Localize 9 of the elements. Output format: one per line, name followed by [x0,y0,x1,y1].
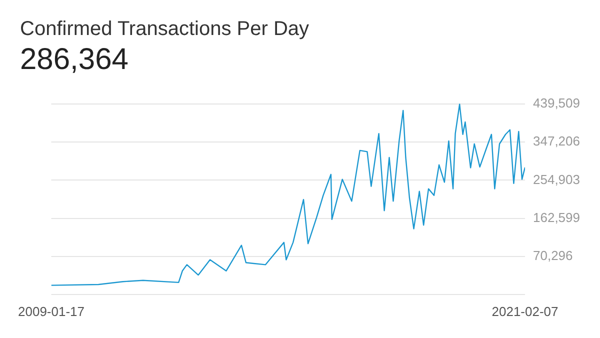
chart-subtitle: 286,364 [20,43,130,77]
chart-title: Confirmed Transactions Per Day [20,17,310,41]
y-tick-label: 254,903 [533,172,580,187]
x-tick-label: 2021-02-07 [492,304,558,319]
x-tick-label: 2009-01-17 [18,304,84,319]
y-tick-label: 347,206 [533,134,580,149]
y-tick-label: 439,509 [533,96,580,111]
y-tick-label: 70,296 [533,248,573,263]
y-tick-label: 162,599 [533,210,580,225]
